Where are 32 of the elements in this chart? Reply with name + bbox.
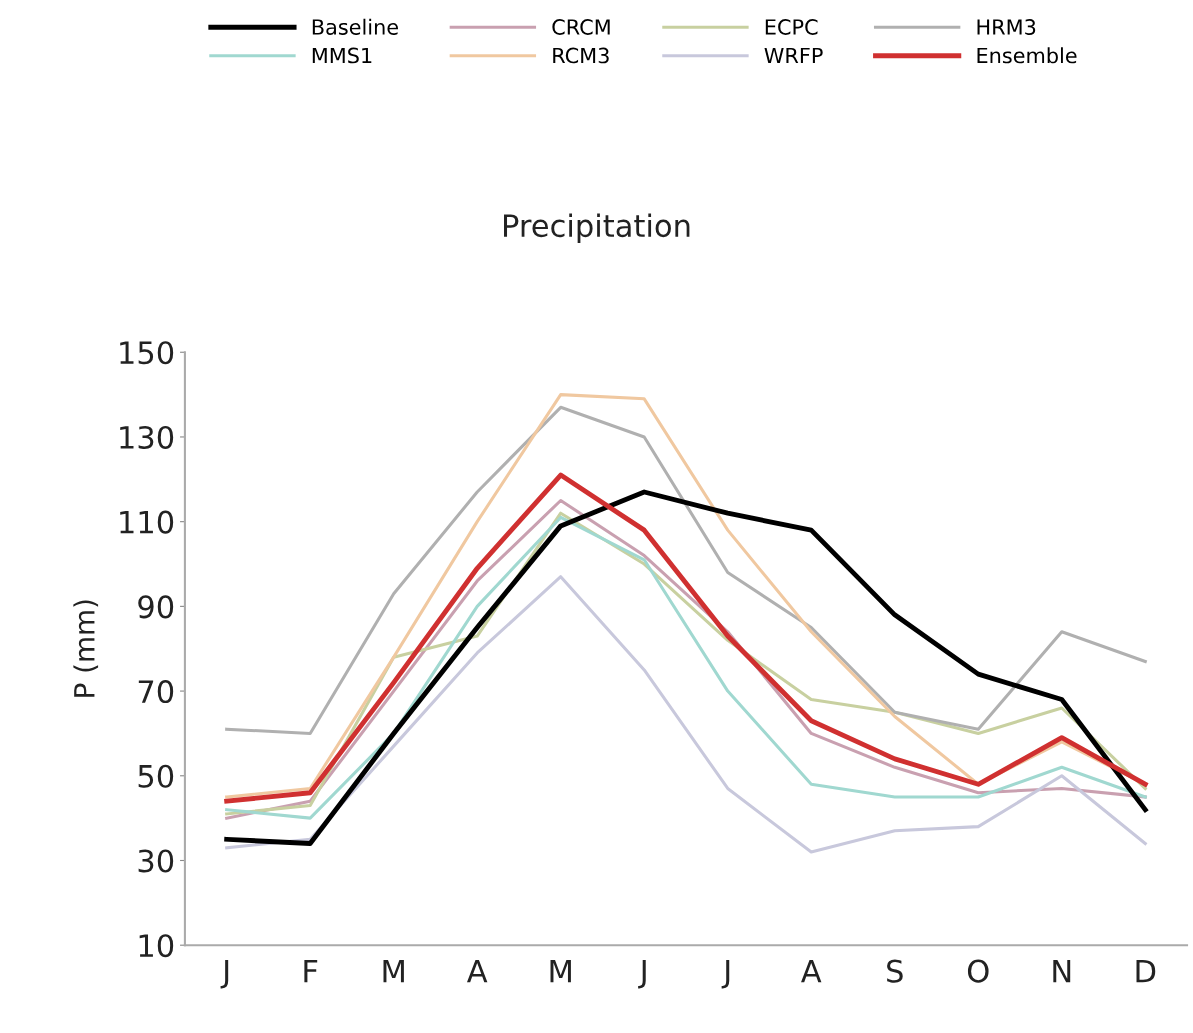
legend-label: CRCM [552,19,610,35]
y-tick-label: 110 [120,510,174,534]
y-tick-label: 10 [139,934,174,958]
line-series [225,575,1147,854]
x-tick-label: J [638,960,646,989]
x-tick-label: N [1053,960,1071,983]
y-axis-title: P (mm) [73,600,99,697]
legend-label: RCM3 [553,47,609,64]
legend-label: WRFP [764,47,823,64]
y-tick-label: 130 [120,425,174,449]
x-tick-label: O [967,959,989,983]
legend-label: Baseline [312,18,399,35]
x-tick-label: S [887,959,903,983]
legend-label: ECPC [765,19,818,35]
legend-label: Ensemble [977,47,1077,64]
x-tick-label: A [801,960,822,983]
x-tick-label: D [1136,960,1156,983]
x-tick-label: J [220,960,229,989]
legend-label: HRM3 [977,19,1036,35]
y-tick-label: 50 [138,764,174,788]
y-tick-label: 150 [120,341,174,365]
x-tick-label: M [550,960,571,983]
y-tick-label: 90 [138,595,174,619]
line-series [225,405,1147,735]
x-tick-label: J [721,960,730,989]
chart-title: Precipitation [504,213,690,244]
legend-label: MMS1 [312,47,372,64]
y-tick-label: 70 [138,680,174,704]
x-tick-label: M [383,960,404,983]
x-tick-label: A [466,960,488,983]
y-tick-label: 30 [138,849,174,873]
x-tick-label: F [304,960,318,983]
